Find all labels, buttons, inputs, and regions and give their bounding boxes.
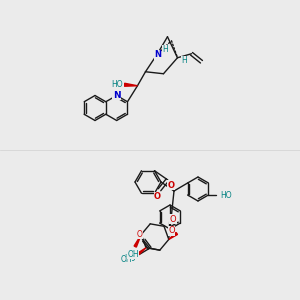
Text: N: N [154,50,161,59]
Text: O: O [168,226,175,236]
Text: HO: HO [112,80,123,89]
Text: O: O [167,181,174,190]
Text: OH: OH [120,255,132,264]
Text: O: O [154,192,161,201]
Polygon shape [124,83,137,86]
Text: O: O [170,214,176,224]
Text: HO: HO [124,254,136,263]
Text: H: H [182,56,188,65]
Text: HO: HO [220,190,232,200]
Polygon shape [135,248,146,257]
Text: O: O [137,230,143,239]
Polygon shape [134,235,141,247]
Polygon shape [169,232,178,239]
Text: H: H [163,45,168,54]
Text: N: N [113,91,121,100]
Text: OH: OH [128,250,139,259]
